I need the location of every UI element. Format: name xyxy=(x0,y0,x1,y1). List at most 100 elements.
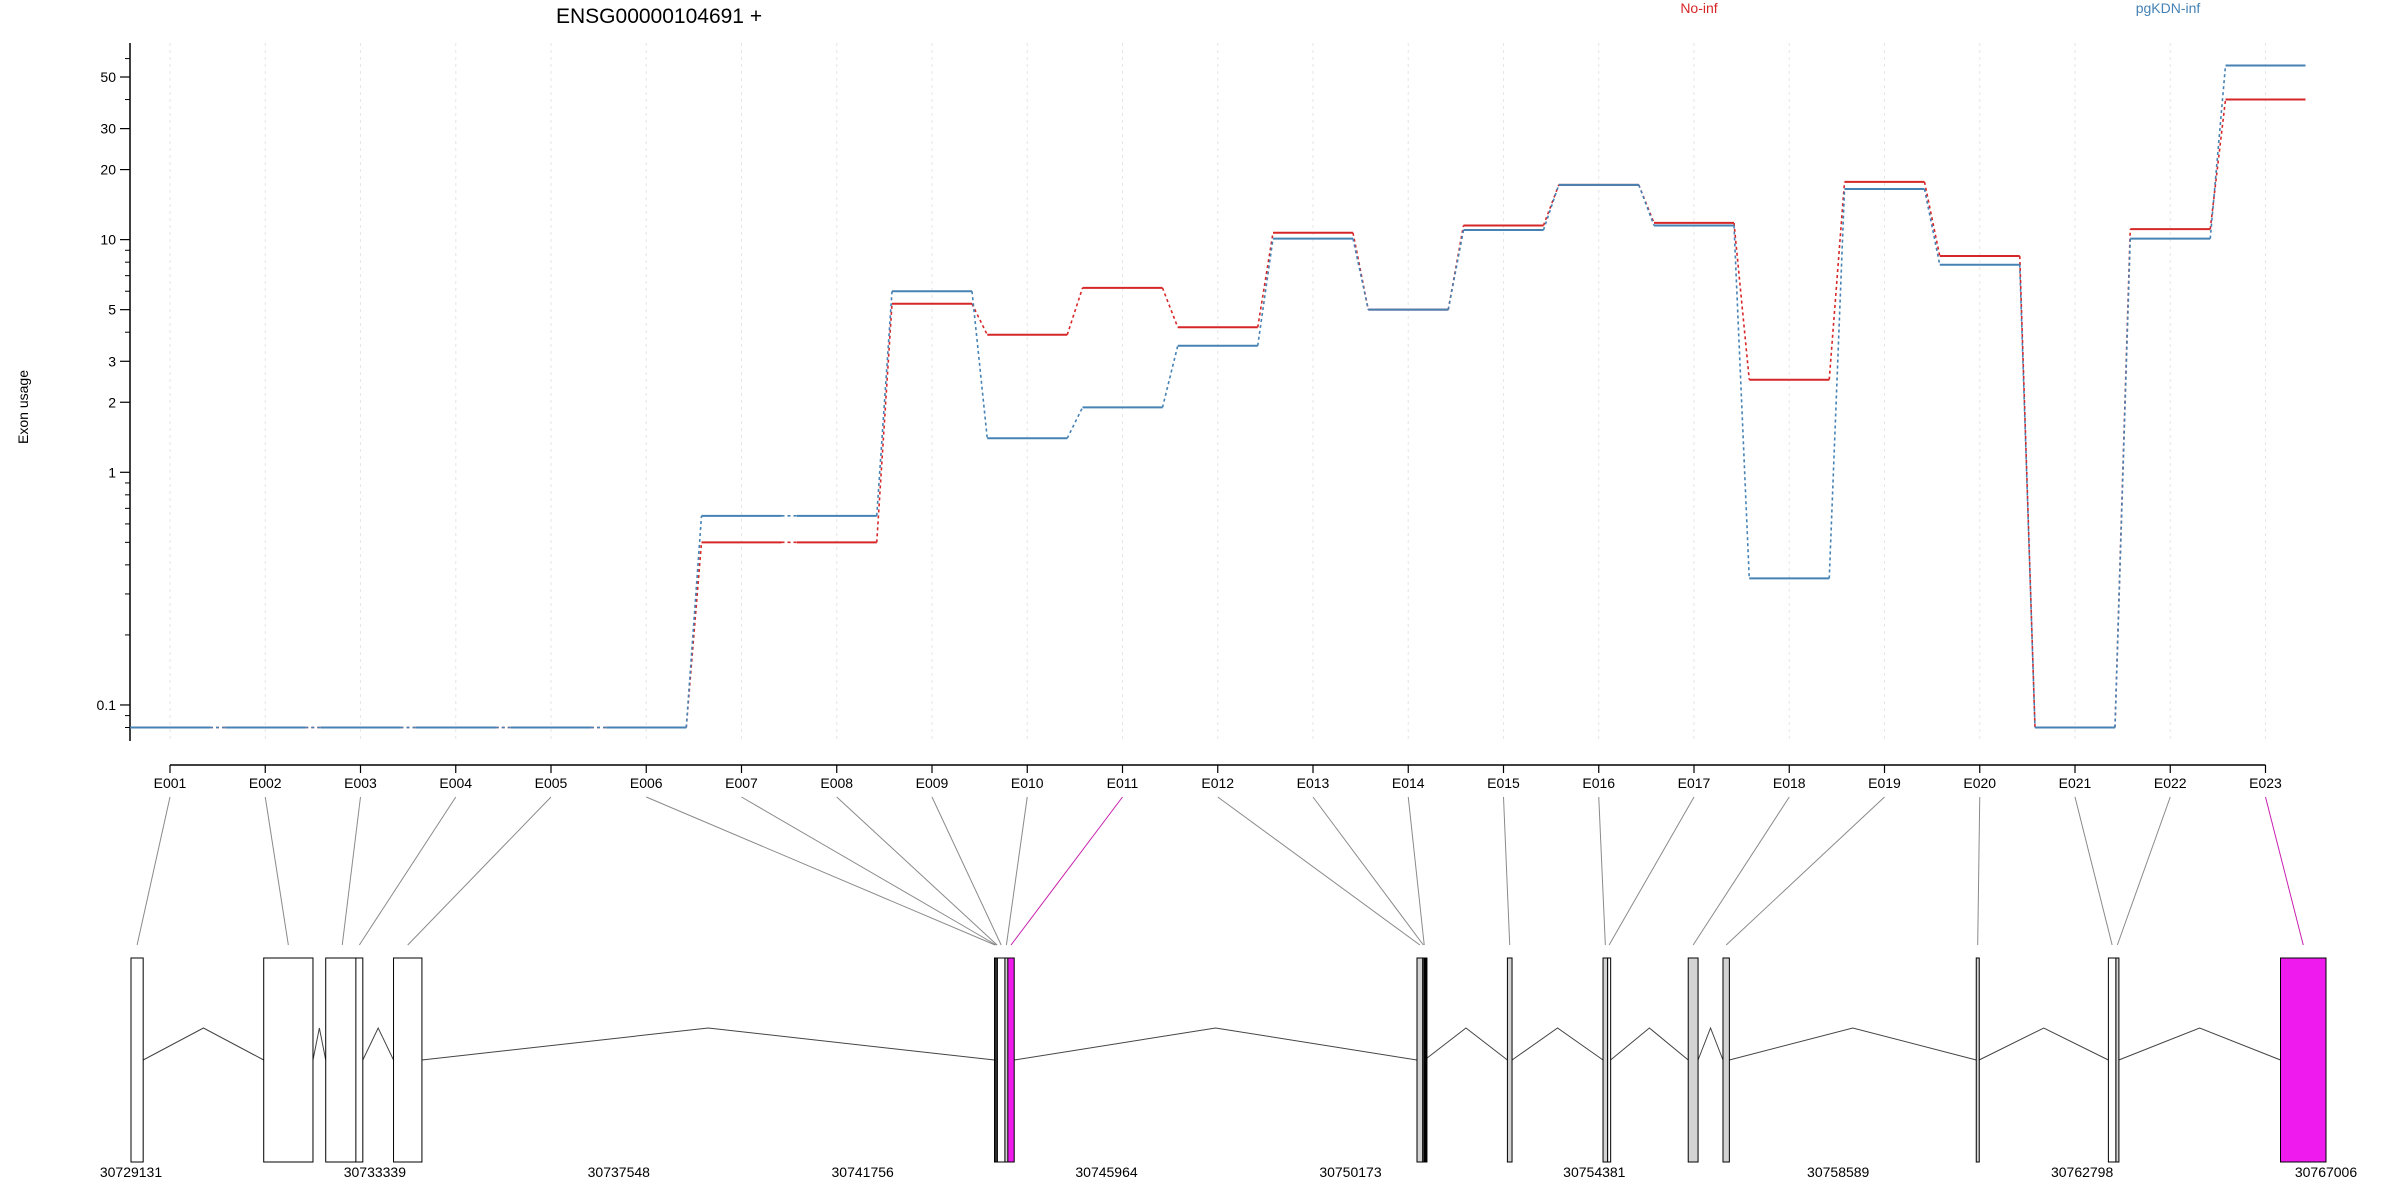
coordinate-label: 30729131 xyxy=(100,1164,163,1180)
series-connector xyxy=(685,515,703,728)
coordinate-label: 30762798 xyxy=(2051,1164,2114,1180)
coordinate-label: 30741756 xyxy=(832,1164,895,1180)
y-tick-label: 20 xyxy=(100,162,116,178)
exon-box xyxy=(325,957,360,1163)
exon-connector xyxy=(1312,796,1424,946)
intron-line xyxy=(1424,1027,1508,1061)
exon-label: E005 xyxy=(535,775,568,791)
intron-line xyxy=(1511,1027,1604,1061)
y-tick-label: 10 xyxy=(100,232,116,248)
coordinate-label: 30767006 xyxy=(2295,1164,2358,1180)
y-tick-label: 3 xyxy=(108,353,116,369)
exon-label: E022 xyxy=(2154,775,2187,791)
series-connector xyxy=(1447,229,1465,310)
exon-connector xyxy=(1977,796,1981,946)
series-connector xyxy=(971,291,989,439)
exon-connector xyxy=(931,796,1002,946)
legend-no-inf: No-inf xyxy=(1680,0,1717,16)
intron-line xyxy=(1014,1027,1418,1061)
exon-connector xyxy=(407,796,552,946)
intron-line xyxy=(1610,1027,1689,1061)
exon-label: E003 xyxy=(344,775,377,791)
exon-label: E004 xyxy=(439,775,472,791)
coordinate-label: 30750173 xyxy=(1319,1164,1382,1180)
exon-label: E007 xyxy=(725,775,758,791)
exon-label: E017 xyxy=(1678,775,1711,791)
series-connector xyxy=(2209,65,2227,239)
exon-connectors xyxy=(136,796,2304,946)
exon-connector xyxy=(2116,796,2171,946)
coordinate-label: 30758589 xyxy=(1807,1164,1870,1180)
intron-line xyxy=(142,1027,264,1061)
y-tick-label: 0.1 xyxy=(97,697,117,713)
exon-box xyxy=(1975,957,1980,1163)
exon-connector xyxy=(358,796,457,946)
exon-connector xyxy=(1503,796,1511,946)
series-connector xyxy=(2018,264,2036,728)
gene-model: 30729131 30733339 30737548 30741756 30745964… xyxy=(100,957,2358,1180)
exon-connector xyxy=(1608,796,1695,946)
y-tick-label: 30 xyxy=(100,121,116,137)
y-axis-label: Exon usage xyxy=(15,370,31,444)
exon-box xyxy=(1687,957,1699,1163)
intron-line xyxy=(2118,1027,2281,1061)
exon-label: E012 xyxy=(1201,775,1234,791)
exon-box xyxy=(263,957,314,1163)
exon-box xyxy=(2280,957,2327,1163)
exon-box xyxy=(1722,957,1730,1163)
coordinate-label: 30733339 xyxy=(344,1164,407,1180)
exon-label: E013 xyxy=(1297,775,1330,791)
series-connector xyxy=(1923,188,1941,265)
exon-label: E014 xyxy=(1392,775,1425,791)
axes: 0.1 1 2 3 5 10 20 30 50 E001 E002 E003 E004 E005 E006 E… xyxy=(97,43,2282,791)
series-connector xyxy=(1638,184,1655,226)
series-connector xyxy=(875,303,893,543)
series-connector xyxy=(1733,225,1751,579)
exon-connector xyxy=(2074,796,2113,946)
exon-connector xyxy=(1692,796,1790,946)
exon-label: E002 xyxy=(249,775,282,791)
series-1 xyxy=(130,64,2306,729)
exon-connector xyxy=(836,796,998,946)
exon-label: E021 xyxy=(2059,775,2092,791)
exon-label: E019 xyxy=(1868,775,1901,791)
y-tick-label: 1 xyxy=(108,464,116,480)
series-connector xyxy=(2209,99,2227,230)
exon-label: E011 xyxy=(1107,775,1139,791)
exon-connector xyxy=(741,796,997,946)
intron-line xyxy=(1697,1026,1724,1061)
y-tick-label: 5 xyxy=(108,302,116,318)
exon-label: E023 xyxy=(2249,775,2282,791)
series-connector xyxy=(1161,287,1179,328)
chart-title: ENSG00000104691 + xyxy=(556,5,762,28)
intron-line xyxy=(1729,1027,1977,1061)
exon-label: E008 xyxy=(820,775,853,791)
exon-box xyxy=(1602,957,1609,1163)
exon-connector xyxy=(646,796,996,946)
series-connector xyxy=(875,291,893,516)
series-connector xyxy=(1066,287,1084,336)
series-connector xyxy=(1256,232,1274,328)
exon-box xyxy=(996,957,1006,1163)
series-connector xyxy=(1256,238,1274,346)
exon-box xyxy=(1423,957,1428,1163)
exon-connector xyxy=(1010,796,1123,946)
series-connector xyxy=(1352,232,1370,310)
exon-box xyxy=(2115,957,2120,1163)
exon-box xyxy=(355,957,364,1163)
exon-connector xyxy=(264,796,289,946)
exon-connector xyxy=(1217,796,1421,946)
exon-box xyxy=(1607,957,1612,1163)
exon-label: E009 xyxy=(916,775,949,791)
y-tick-label: 2 xyxy=(108,394,116,410)
exon-box xyxy=(1506,957,1513,1163)
exon-box xyxy=(1007,957,1015,1163)
series-connector xyxy=(1542,184,1560,231)
exon-connector xyxy=(341,796,361,946)
exon-label: E001 xyxy=(154,775,187,791)
exon-label: E015 xyxy=(1487,775,1520,791)
coordinate-label: 30754381 xyxy=(1563,1164,1626,1180)
exon-label: E006 xyxy=(630,775,663,791)
intron-line xyxy=(362,1026,394,1061)
exon-connector xyxy=(1598,796,1606,946)
